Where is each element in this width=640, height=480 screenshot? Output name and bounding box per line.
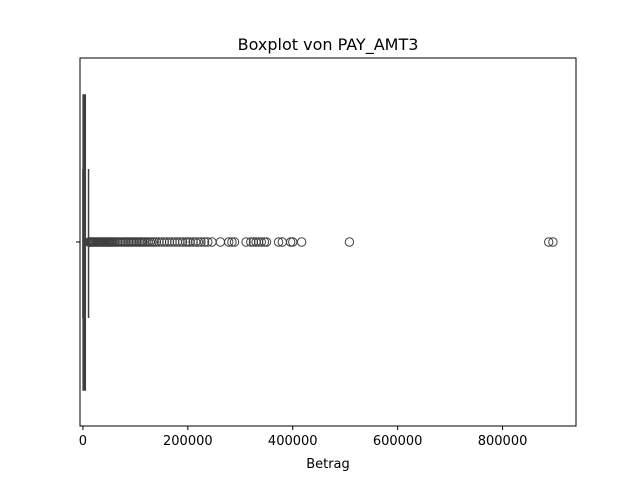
outlier-point: [154, 237, 164, 247]
outlier-point: [241, 237, 251, 247]
x-tick-label: 600000: [373, 434, 423, 449]
x-tick-label: 800000: [478, 434, 528, 449]
x-axis-ticks: 0 200000 400000 600000 800000: [79, 426, 528, 449]
outlier-point: [548, 237, 558, 247]
outlier-point: [151, 237, 162, 247]
outlier-point: [253, 237, 264, 247]
outlier-point: [224, 237, 234, 247]
outlier-point: [196, 237, 206, 247]
outlier-point: [273, 237, 284, 247]
outlier-point: [177, 237, 188, 247]
x-tick-label: 400000: [268, 434, 318, 449]
chart-title: Boxplot von PAY_AMT3: [238, 35, 419, 55]
outlier-point: [277, 237, 287, 247]
plot-area: [76, 57, 577, 427]
outlier-point: [256, 237, 266, 247]
outlier-group: [84, 237, 558, 247]
outlier-point: [246, 237, 256, 247]
outlier-point: [164, 237, 175, 247]
outlier-point: [344, 237, 355, 247]
outlier-point: [285, 237, 296, 247]
outlier-point: [199, 237, 210, 247]
x-tick-label: 0: [79, 434, 87, 449]
outlier-point: [170, 237, 180, 247]
outlier-point: [227, 237, 237, 247]
outlier-point: [175, 237, 185, 247]
outlier-point: [191, 237, 201, 247]
outlier-point: [215, 237, 226, 247]
outlier-point: [248, 237, 259, 247]
outlier-point: [288, 237, 298, 247]
outlier-point: [188, 237, 198, 247]
outlier-point: [544, 237, 554, 247]
outlier-point: [156, 237, 167, 247]
axes-frame: [79, 57, 577, 427]
outlier-point: [203, 237, 213, 247]
outlier-point: [261, 237, 272, 247]
x-tick-label: 200000: [163, 434, 213, 449]
outlier-point: [296, 237, 307, 247]
x-axis-label: Betrag: [306, 457, 350, 472]
outlier-point: [162, 237, 172, 247]
outlier-point: [193, 237, 204, 247]
outlier-point: [229, 237, 240, 247]
outlier-point: [159, 237, 169, 247]
outlier-point: [167, 237, 177, 247]
